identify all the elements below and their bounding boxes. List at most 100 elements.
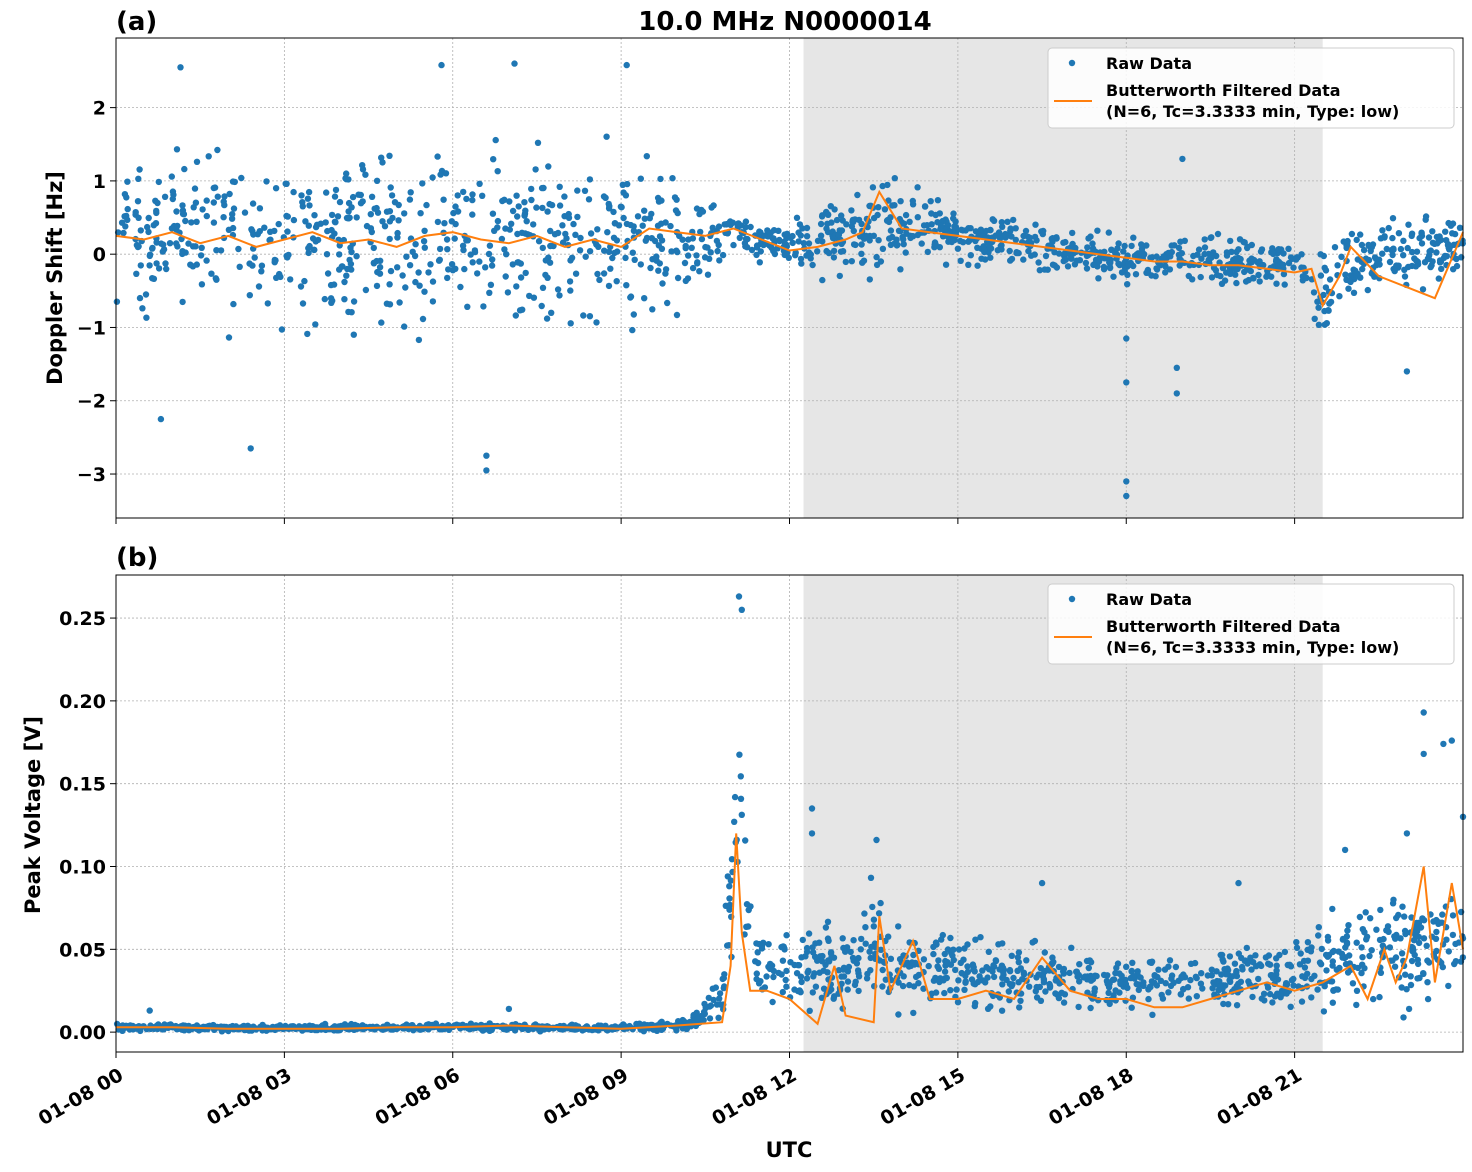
raw-point	[1233, 972, 1241, 980]
raw-point	[480, 303, 487, 310]
raw-point	[1321, 321, 1329, 328]
raw-point	[769, 998, 776, 1006]
raw-point	[502, 225, 509, 232]
raw-point	[203, 257, 210, 264]
raw-point	[412, 278, 419, 286]
raw-point	[299, 300, 307, 307]
raw-point	[696, 268, 703, 275]
raw-point	[1143, 269, 1150, 276]
y-tick-label: 1	[93, 171, 106, 193]
raw-point	[1015, 959, 1022, 966]
raw-point	[1377, 969, 1385, 976]
raw-point	[797, 232, 804, 239]
raw-point	[586, 176, 594, 183]
raw-point	[1436, 259, 1444, 266]
raw-point	[1199, 985, 1206, 992]
raw-point	[469, 191, 476, 198]
raw-point	[630, 311, 637, 318]
raw-point	[305, 244, 312, 252]
raw-point	[1353, 939, 1360, 946]
raw-point	[594, 270, 601, 278]
raw-point	[362, 171, 369, 178]
raw-point	[853, 960, 861, 967]
raw-point	[511, 1027, 519, 1034]
raw-point	[947, 987, 954, 994]
raw-point	[795, 238, 802, 245]
raw-point	[263, 178, 270, 185]
raw-point	[574, 187, 581, 194]
raw-point	[630, 223, 637, 230]
raw-point	[1424, 957, 1431, 964]
raw-point	[166, 240, 174, 247]
raw-point	[145, 214, 152, 222]
raw-point	[258, 262, 266, 269]
raw-point	[1146, 959, 1154, 966]
raw-point	[735, 593, 743, 600]
raw-point	[1177, 238, 1184, 245]
raw-point	[1268, 273, 1275, 280]
raw-point	[803, 975, 811, 982]
raw-point	[685, 236, 692, 243]
raw-point	[290, 216, 298, 224]
raw-point	[814, 248, 821, 255]
raw-point	[1449, 931, 1457, 939]
raw-point	[685, 252, 692, 259]
raw-point	[809, 949, 817, 956]
raw-point	[1379, 942, 1387, 949]
raw-point	[731, 793, 739, 801]
raw-point	[1253, 963, 1260, 970]
raw-point	[934, 963, 941, 970]
raw-point	[705, 994, 712, 1002]
raw-point	[1429, 258, 1436, 265]
raw-point	[1121, 242, 1128, 250]
raw-point	[726, 895, 733, 902]
raw-point	[830, 254, 838, 261]
raw-point	[844, 986, 851, 993]
raw-point	[153, 207, 160, 215]
raw-point	[487, 1026, 494, 1033]
raw-point	[1178, 974, 1185, 982]
raw-point	[674, 248, 681, 256]
raw-point	[877, 899, 884, 907]
raw-point	[1187, 976, 1194, 984]
raw-point	[1455, 939, 1463, 946]
raw-point	[1243, 944, 1251, 952]
raw-point	[1020, 256, 1027, 263]
raw-point	[908, 959, 916, 966]
raw-point	[498, 235, 506, 243]
raw-point	[284, 228, 291, 235]
raw-point	[225, 334, 233, 341]
raw-point	[420, 238, 428, 245]
raw-point	[613, 278, 620, 285]
raw-point	[820, 985, 828, 992]
raw-point	[1113, 964, 1120, 972]
raw-point	[505, 1005, 513, 1013]
raw-point	[259, 1021, 266, 1029]
raw-point	[513, 283, 520, 290]
raw-point	[1301, 964, 1309, 971]
raw-point	[982, 979, 989, 986]
raw-point	[766, 960, 774, 968]
raw-point	[792, 252, 799, 259]
raw-point	[359, 162, 366, 169]
y-tick-label: 0.25	[59, 608, 106, 630]
raw-point	[812, 940, 819, 947]
raw-point	[909, 233, 917, 240]
raw-point	[1087, 1004, 1094, 1012]
raw-point	[1132, 271, 1140, 278]
raw-point	[1130, 972, 1137, 980]
raw-point	[1266, 990, 1274, 998]
raw-point	[1293, 939, 1300, 946]
raw-point	[824, 918, 832, 925]
raw-point	[862, 940, 869, 947]
raw-point	[1151, 972, 1158, 979]
raw-point	[843, 221, 850, 228]
raw-point	[539, 244, 546, 252]
x-tick-marks	[115, 518, 1296, 524]
raw-point	[1349, 980, 1357, 987]
raw-point	[1408, 232, 1415, 240]
raw-point	[285, 251, 292, 259]
raw-point	[581, 187, 589, 194]
raw-point	[133, 270, 140, 277]
raw-point	[1247, 954, 1254, 961]
